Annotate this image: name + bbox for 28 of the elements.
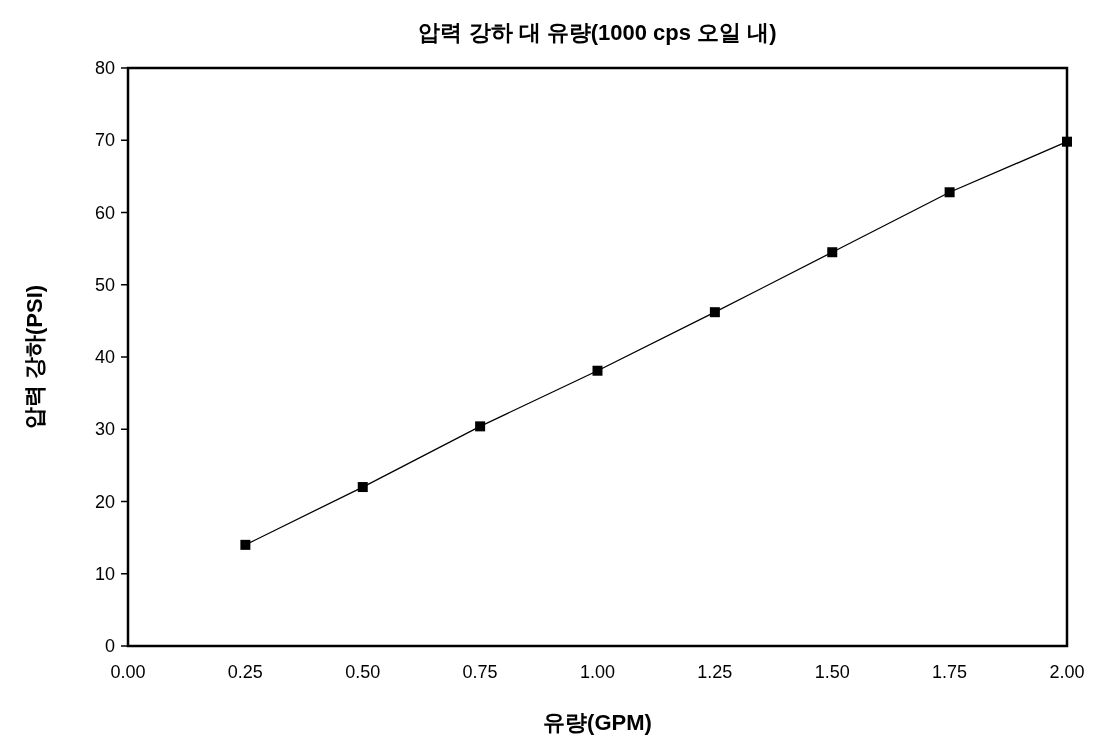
x-tick-label: 1.00 bbox=[579, 662, 616, 682]
point bbox=[944, 187, 955, 198]
point bbox=[357, 482, 368, 493]
x-tick-label: 0.50 bbox=[345, 662, 381, 682]
x-tick-label: 1.75 bbox=[932, 662, 968, 682]
y-tick-label: 40 bbox=[94, 347, 115, 367]
x-tick-label: 0.75 bbox=[462, 662, 498, 682]
y-tick-label: 60 bbox=[94, 202, 115, 223]
point bbox=[709, 307, 720, 318]
x-tick-label: 1.50 bbox=[814, 662, 850, 682]
y-tick-label: 50 bbox=[94, 274, 115, 295]
point bbox=[475, 421, 486, 432]
x-tick-label: 1.25 bbox=[697, 662, 733, 682]
x-axis-title: 유량(GPM) bbox=[543, 710, 652, 735]
point bbox=[827, 247, 838, 258]
x-tick-label: 0.25 bbox=[227, 662, 263, 682]
y-axis-title: 압력 강하(PSI) bbox=[22, 284, 47, 430]
y-tick-label: 70 bbox=[94, 130, 115, 151]
y-tick-label: 80 bbox=[94, 58, 115, 78]
y-tick-label: 20 bbox=[94, 491, 115, 512]
point bbox=[592, 365, 603, 376]
y-tick-label: 0 bbox=[104, 636, 115, 656]
x-tick-label: 0.00 bbox=[110, 662, 146, 682]
y-tick-label: 10 bbox=[94, 563, 115, 584]
point bbox=[240, 539, 251, 550]
x-tick-label: 2.00 bbox=[1049, 662, 1085, 682]
y-tick-label: 30 bbox=[94, 419, 115, 440]
chart-title: 압력 강하 대 유량(1000 cps 오일 내) bbox=[418, 20, 777, 45]
